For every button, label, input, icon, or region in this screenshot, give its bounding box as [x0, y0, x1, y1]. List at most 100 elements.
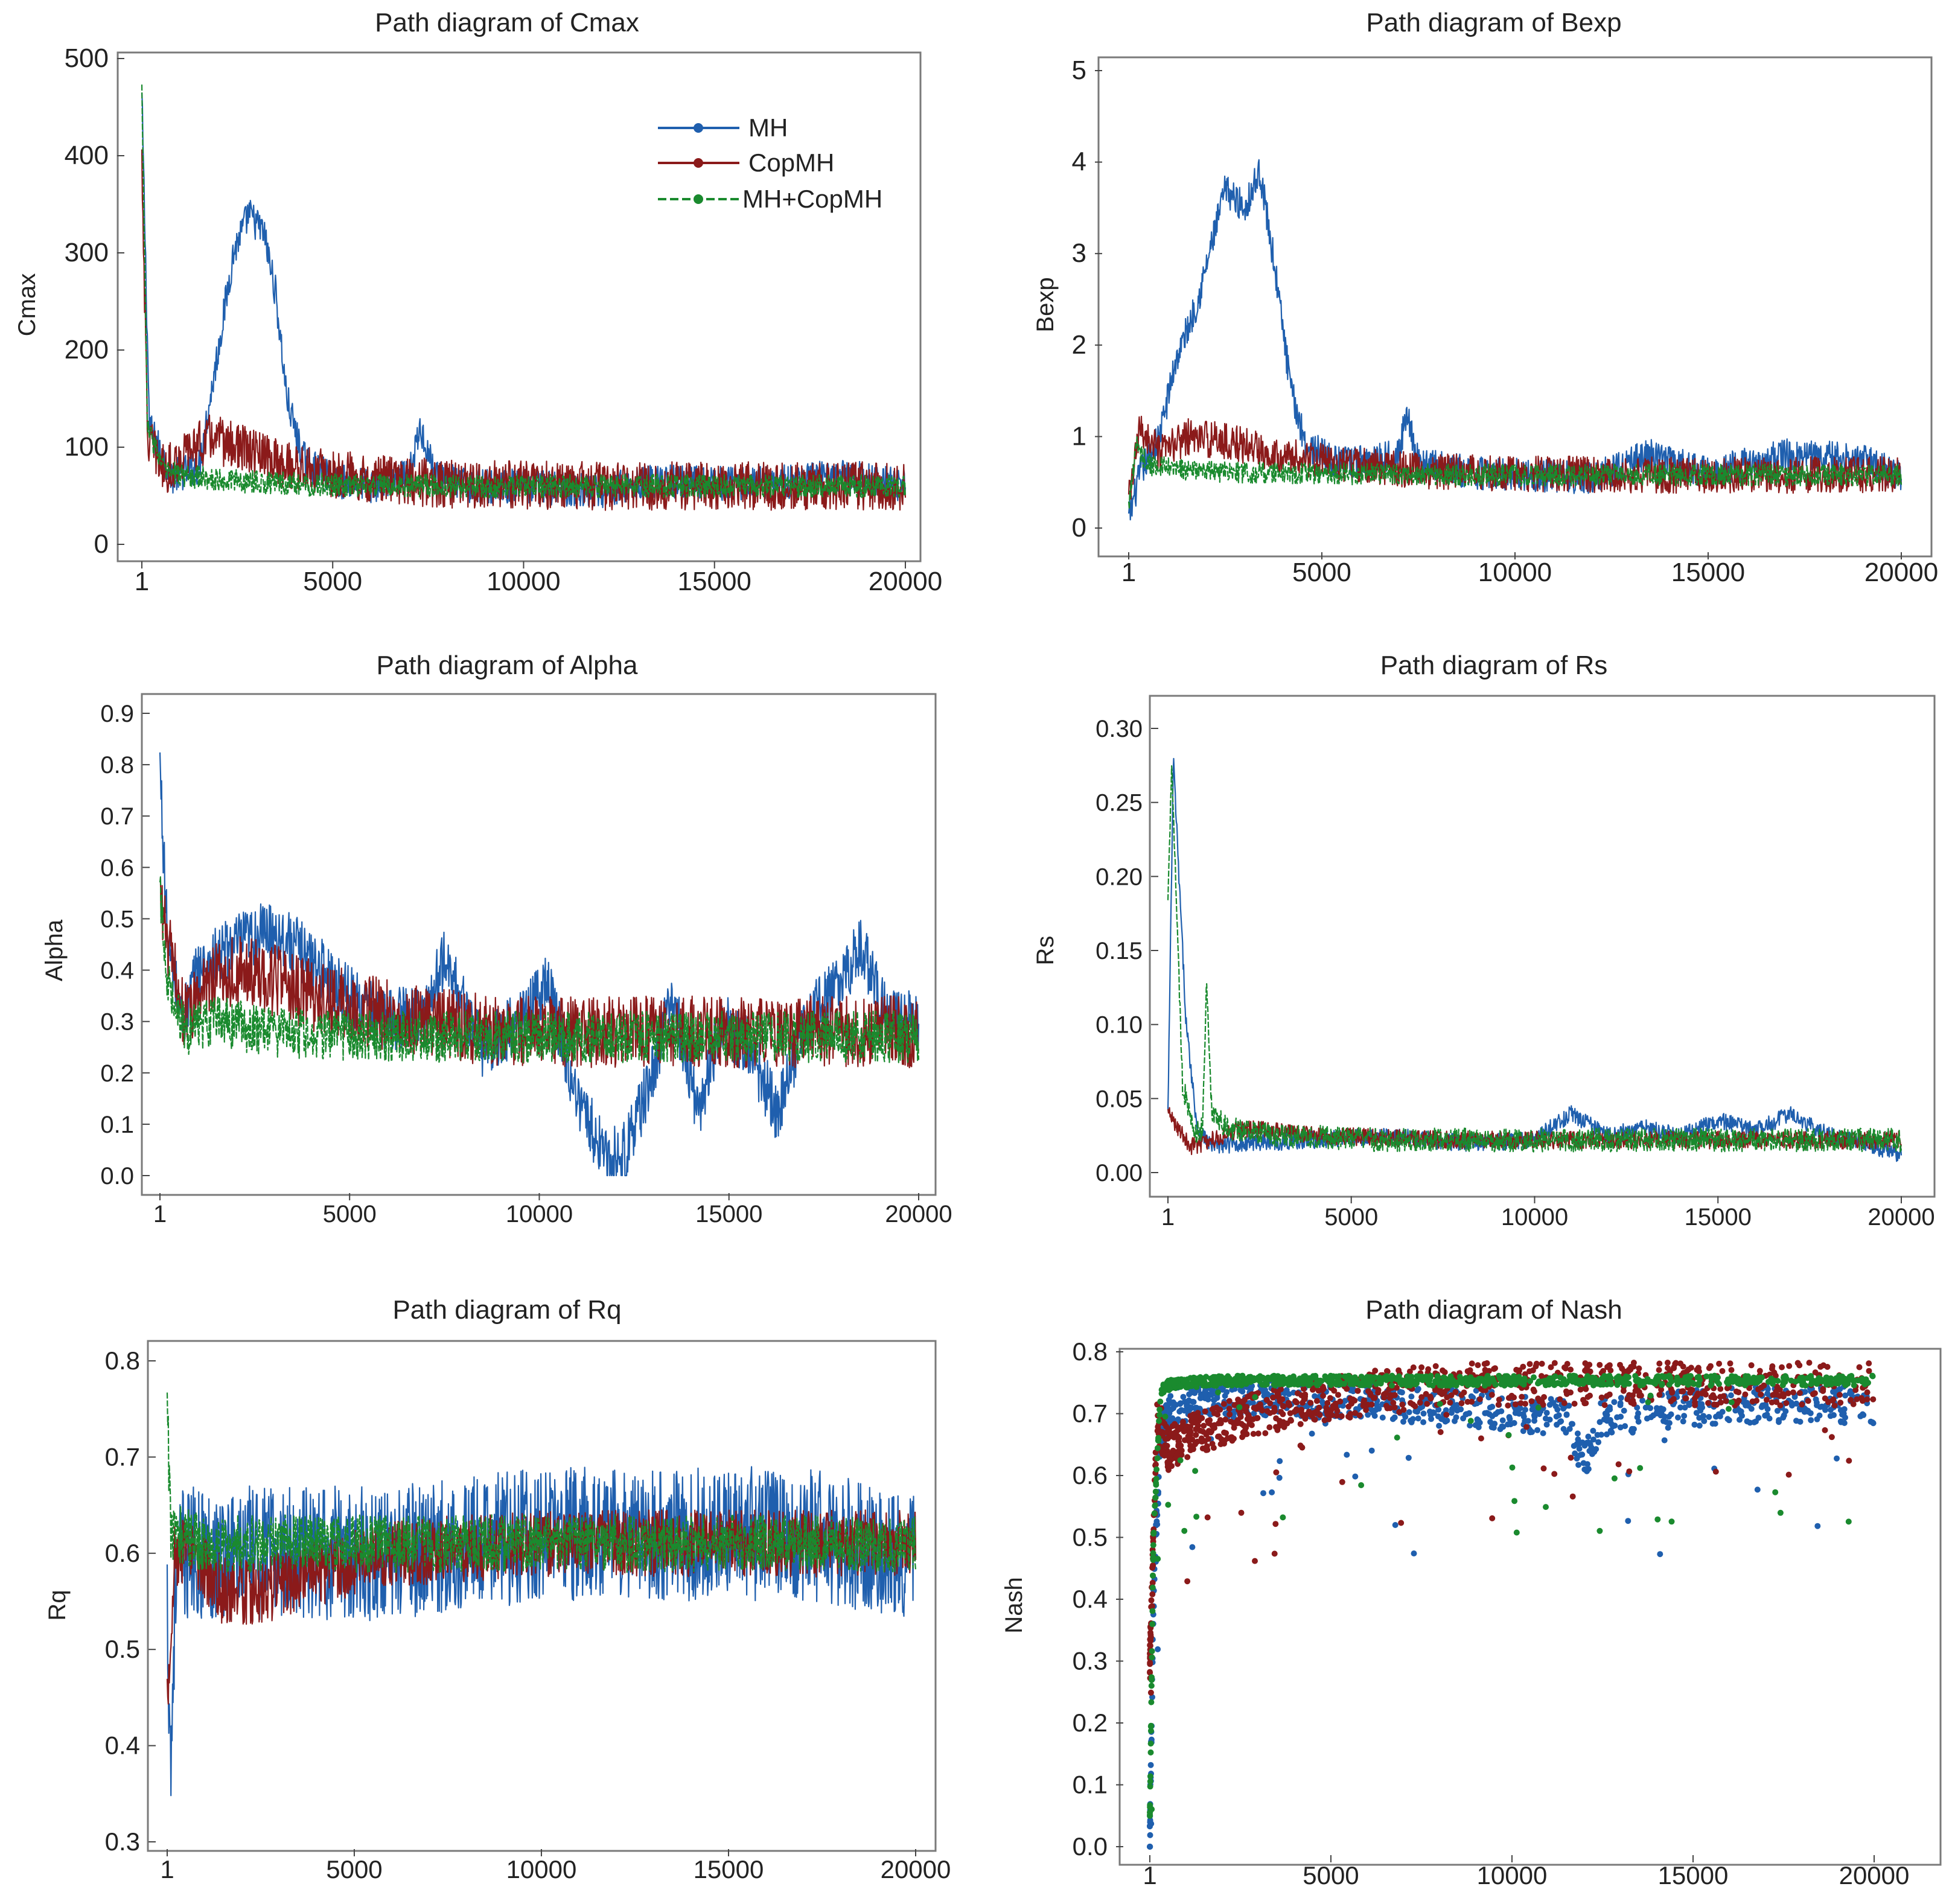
data-point [1150, 1530, 1157, 1537]
data-point [1435, 1406, 1442, 1413]
data-point [1149, 1608, 1156, 1614]
data-point [1383, 1390, 1389, 1396]
data-point [1568, 1389, 1574, 1396]
y-tick-label: 0.00 [1096, 1160, 1143, 1186]
data-point [1475, 1417, 1482, 1424]
data-point [1352, 1410, 1358, 1416]
data-point [1149, 1584, 1156, 1591]
data-point [1656, 1367, 1662, 1374]
data-point [1799, 1401, 1805, 1408]
data-point [1533, 1363, 1539, 1370]
data-point [1568, 1454, 1574, 1461]
y-tick-label: 0.8 [100, 752, 134, 778]
data-point [1590, 1436, 1596, 1443]
data-point [1823, 1374, 1829, 1381]
data-point [1723, 1398, 1729, 1404]
data-point [1408, 1374, 1415, 1380]
y-tick-label: 0.10 [1096, 1012, 1143, 1039]
data-point [1592, 1375, 1598, 1381]
data-point [1149, 1676, 1155, 1683]
data-point [1223, 1389, 1230, 1395]
data-point [1276, 1474, 1283, 1481]
data-point [1571, 1401, 1578, 1407]
data-point [1505, 1431, 1512, 1438]
y-axis-label: Rs [1032, 936, 1059, 966]
data-point [1184, 1578, 1191, 1585]
data-point [1147, 1832, 1153, 1838]
y-tick-label: 0.4 [100, 958, 134, 984]
data-point [1584, 1439, 1590, 1446]
data-point [1492, 1381, 1499, 1388]
panel-title: Path diagram of Rs [1380, 651, 1608, 680]
data-point [1540, 1430, 1546, 1436]
data-point [1574, 1430, 1581, 1437]
legend-label-mh-copmh: MH+CopMH [742, 185, 882, 213]
data-point [1252, 1558, 1258, 1564]
data-point [1166, 1408, 1173, 1415]
data-point [1828, 1407, 1834, 1413]
data-point [1150, 1573, 1156, 1579]
data-point [1814, 1377, 1821, 1383]
data-point [1419, 1374, 1426, 1380]
data-point [1270, 1394, 1277, 1401]
data-point [1827, 1413, 1834, 1419]
data-point [1406, 1368, 1413, 1375]
data-point [1574, 1455, 1580, 1462]
data-point [1170, 1399, 1176, 1406]
data-point [1179, 1421, 1186, 1428]
data-point [1199, 1415, 1205, 1421]
data-point [1435, 1413, 1441, 1419]
data-point [1517, 1400, 1524, 1407]
data-point [1628, 1428, 1635, 1434]
x-tick-label: 10000 [506, 1855, 577, 1883]
legend: MH CopMH MH+CopMH [658, 113, 882, 213]
data-point [1834, 1455, 1840, 1462]
data-point [1679, 1388, 1685, 1395]
data-point [1389, 1372, 1395, 1379]
data-point [1836, 1392, 1843, 1398]
data-point [1414, 1409, 1421, 1415]
data-point [1200, 1428, 1207, 1435]
data-point [1557, 1396, 1563, 1403]
data-point [1628, 1399, 1635, 1406]
data-point [1181, 1407, 1188, 1414]
x-tick-label: 15000 [694, 1855, 764, 1883]
data-point [1794, 1360, 1801, 1366]
data-point [1848, 1373, 1855, 1379]
x-tick-label: 20000 [881, 1855, 951, 1883]
y-axis-label: Nash [1001, 1577, 1027, 1633]
data-point [1724, 1379, 1730, 1386]
data-point [1447, 1399, 1453, 1406]
data-point [1513, 1366, 1520, 1373]
data-point [1581, 1466, 1588, 1473]
data-point [1687, 1389, 1694, 1396]
data-point [1654, 1378, 1660, 1384]
data-point [1553, 1413, 1560, 1420]
data-point [1793, 1418, 1799, 1424]
data-point [1389, 1416, 1396, 1422]
y-tick-label: 0.20 [1096, 864, 1143, 890]
data-point [1367, 1374, 1374, 1380]
data-point [1287, 1410, 1293, 1416]
data-point [1408, 1393, 1415, 1400]
data-point [1681, 1413, 1688, 1419]
data-point [1207, 1417, 1213, 1424]
data-point [1399, 1389, 1405, 1396]
data-point [1621, 1381, 1627, 1388]
data-point [1867, 1418, 1874, 1425]
data-point [1719, 1409, 1726, 1415]
x-tick-label: 15000 [1658, 1861, 1729, 1890]
data-point [1392, 1522, 1399, 1528]
data-point [1192, 1414, 1199, 1421]
data-point [1563, 1380, 1570, 1386]
data-point [1666, 1420, 1673, 1426]
data-point [1397, 1378, 1404, 1385]
y-tick-label: 0.6 [105, 1539, 140, 1567]
x-tick-label: 5000 [1324, 1204, 1378, 1231]
data-point [1822, 1395, 1828, 1402]
data-point [1209, 1388, 1216, 1394]
data-point [1668, 1411, 1674, 1418]
data-point [1335, 1392, 1341, 1398]
data-point [1372, 1368, 1379, 1374]
